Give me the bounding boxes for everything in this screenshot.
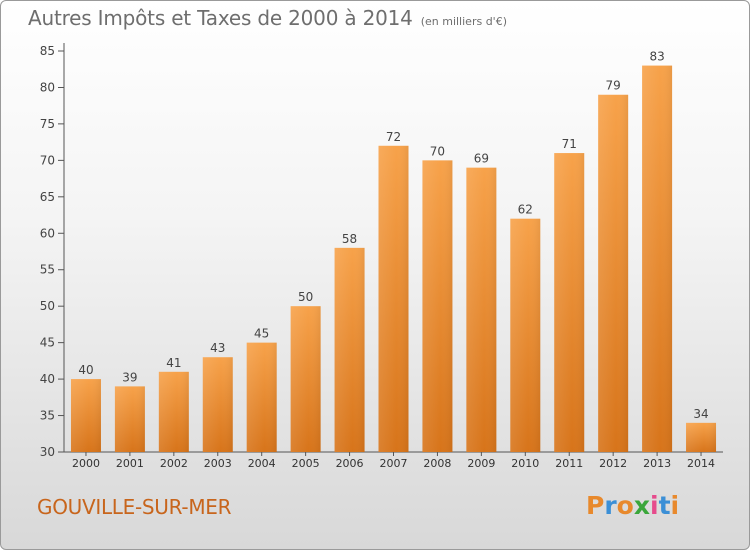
bar-shine	[642, 65, 673, 452]
proxiti-logo: Proxiti	[586, 491, 679, 520]
bar-shine	[422, 160, 453, 452]
data-label: 34	[693, 407, 708, 421]
x-tick-label: 2005	[292, 457, 320, 470]
x-tick-label: 2012	[599, 457, 627, 470]
y-tick-label: 35	[40, 409, 55, 423]
logo-letter: o	[616, 491, 634, 520]
bar-shine	[686, 422, 717, 452]
y-tick-label: 85	[40, 44, 55, 58]
bar-shine	[334, 247, 365, 452]
data-label: 50	[298, 290, 313, 304]
data-label: 58	[342, 232, 357, 246]
y-tick-label: 40	[40, 372, 55, 386]
logo-letter: x	[633, 491, 650, 520]
y-tick-label: 80	[40, 80, 55, 94]
logo-letter: t	[658, 491, 671, 520]
data-label: 83	[649, 50, 664, 64]
x-tick-label: 2011	[555, 457, 583, 470]
bar-shine	[246, 342, 277, 452]
data-label: 71	[562, 137, 577, 151]
logo-letter: i	[670, 491, 680, 520]
data-label: 41	[166, 356, 181, 370]
y-tick-label: 50	[40, 299, 55, 313]
chart-title: Autres Impôts et Taxes de 2000 à 2014	[28, 6, 413, 30]
x-tick-label: 2010	[511, 457, 539, 470]
x-tick-label: 2007	[380, 457, 408, 470]
y-tick-label: 55	[40, 263, 55, 277]
data-label: 43	[210, 341, 225, 355]
y-tick-label: 60	[40, 226, 55, 240]
x-tick-label: 2013	[643, 457, 671, 470]
logo-letter: i	[650, 491, 659, 520]
x-tick-label: 2003	[204, 457, 232, 470]
bar-shine	[554, 153, 585, 452]
bar-shine	[114, 386, 145, 452]
x-tick-label: 2000	[72, 457, 100, 470]
bar-shine	[466, 167, 497, 452]
y-tick-label: 45	[40, 336, 55, 350]
data-label: 79	[606, 79, 621, 93]
x-tick-label: 2006	[336, 457, 364, 470]
x-tick-label: 2014	[687, 457, 715, 470]
data-label: 45	[254, 327, 269, 341]
chart-title-block: Autres Impôts et Taxes de 2000 à 2014 (en…	[28, 6, 507, 30]
data-label: 69	[474, 152, 489, 166]
place-name: GOUVILLE-SUR-MER	[37, 495, 232, 519]
x-tick-label: 2001	[116, 457, 144, 470]
bar-shine	[158, 371, 189, 452]
logo-letter: r	[604, 491, 617, 520]
data-label: 39	[122, 370, 137, 384]
data-label: 40	[78, 363, 93, 377]
bar-shine	[598, 94, 629, 452]
bar-shine	[378, 145, 409, 453]
x-tick-label: 2004	[248, 457, 276, 470]
y-tick-label: 65	[40, 190, 55, 204]
bar-shine	[70, 379, 101, 452]
data-label: 62	[518, 203, 533, 217]
bar-shine	[510, 218, 541, 452]
x-tick-label: 2009	[467, 457, 495, 470]
y-tick-label: 70	[40, 153, 55, 167]
x-tick-label: 2002	[160, 457, 188, 470]
logo-letter: P	[586, 491, 605, 520]
bar-shine	[202, 357, 233, 452]
data-label: 72	[386, 130, 401, 144]
y-tick-label: 30	[40, 445, 55, 459]
y-tick-label: 75	[40, 117, 55, 131]
data-label: 70	[430, 144, 445, 158]
x-tick-label: 2008	[423, 457, 451, 470]
bar-shine	[290, 306, 321, 452]
chart-subtitle: (en milliers d'€)	[420, 15, 507, 28]
